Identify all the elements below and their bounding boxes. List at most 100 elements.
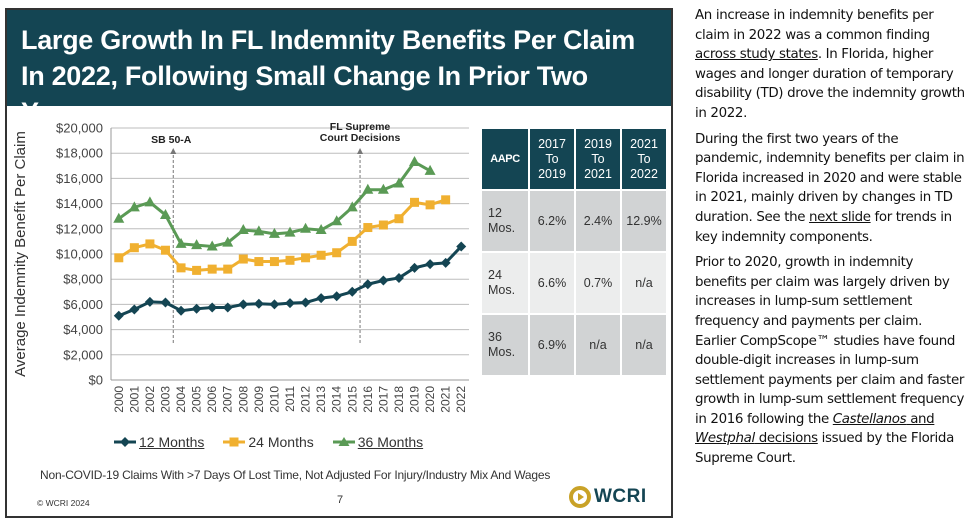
chart-legend: 12 Months 24 Months 36 Months (113, 434, 423, 450)
row-label-line: Mos. (488, 221, 516, 235)
wcri-logo: WCRI (569, 486, 647, 508)
row-label-line: Mos. (488, 283, 516, 297)
table-cell: 0.7% (576, 253, 620, 313)
text: . In Florida, higher wages and longer du… (695, 47, 965, 121)
header-line: 2017 (538, 136, 566, 151)
x-tick-label: 2009 (252, 386, 266, 413)
commentary-panel: An increase in indemnity benefits per cl… (695, 6, 965, 475)
data-point-triangle (315, 224, 327, 235)
data-point-square (176, 263, 186, 273)
data-point-square (207, 264, 217, 274)
next-slide-link[interactable]: next slide (809, 209, 871, 225)
table-cell: 2.4% (576, 191, 620, 251)
y-axis-title: Average Indemnity Benefit Per Claim (12, 131, 29, 377)
legend-label: 12 Months (139, 434, 205, 450)
data-point-square (160, 245, 170, 255)
data-point-diamond (285, 298, 295, 309)
y-tick-label: $18,000 (56, 146, 103, 161)
footnote: Non-COVID-19 Claims With >7 Days Of Lost… (40, 468, 551, 482)
table-cell: n/a (622, 315, 666, 375)
data-point-triangle (300, 222, 312, 233)
data-point-diamond (440, 257, 451, 268)
data-point-square (363, 223, 373, 233)
table-cell: 6.2% (530, 191, 574, 251)
legend-item-36-months[interactable]: 36 Months (332, 434, 423, 450)
data-point-triangle (268, 227, 280, 238)
data-point-square (441, 195, 451, 205)
table-row: 36 Mos. 6.9% n/a n/a (482, 315, 666, 375)
data-point-diamond (409, 262, 420, 273)
data-point-triangle (284, 226, 296, 237)
slide: Large Growth In FL Indemnity Benefits Pe… (5, 8, 673, 518)
slide-title: Large Growth In FL Indemnity Benefits Pe… (21, 25, 636, 127)
y-tick-label: $20,000 (56, 121, 103, 136)
header-line: 2022 (630, 166, 658, 181)
data-point-diamond (300, 297, 311, 308)
data-point-diamond (378, 275, 389, 286)
text: Prior to 2020, growth in indemnity benef… (695, 255, 965, 427)
text: Westphal (695, 431, 755, 447)
x-tick-label: 2008 (236, 386, 250, 413)
legend-item-12-months[interactable]: 12 Months (113, 434, 204, 450)
copyright: © WCRI 2024 (37, 498, 90, 508)
row-label-line: Mos. (488, 345, 516, 359)
court-decisions-link[interactable]: Castellanos and Westphal decisions (695, 411, 935, 447)
data-point-square (378, 220, 388, 230)
data-point-diamond (253, 298, 264, 309)
table-cell: 6.6% (530, 253, 574, 313)
table-header-col: 2017 To 2019 (530, 129, 574, 189)
data-point-square (114, 253, 124, 263)
x-tick-label: 2016 (361, 386, 375, 413)
data-point-square (192, 265, 202, 275)
line-chart: $0 $2,000 $4,000 $6,000 $8,000 $10,000 $12,000… (12, 121, 469, 413)
data-point-diamond (222, 302, 233, 313)
x-tick-label: 2012 (299, 386, 313, 413)
aapc-table: AAPC 2017 To 2019 2019 To 2021 2021 To 2022 12… (480, 127, 668, 377)
table-cell: n/a (622, 253, 666, 313)
data-point-diamond (456, 241, 467, 252)
data-point-diamond (144, 296, 155, 307)
data-point-diamond (129, 304, 140, 315)
text: issued by the Florida Supreme Court. (695, 431, 954, 467)
x-tick-label: 2005 (190, 386, 204, 413)
header-line: 2021 (630, 136, 658, 151)
table-cell: n/a (576, 315, 620, 375)
header-line: To (591, 151, 605, 166)
data-point-triangle (393, 177, 405, 188)
y-tick-label: $6,000 (63, 297, 103, 312)
y-tick-label: $12,000 (56, 221, 103, 236)
x-tick-label: 2014 (330, 386, 344, 413)
x-tick-label: 2000 (112, 386, 126, 413)
table-cell: 12.9% (622, 191, 666, 251)
data-point-square (145, 239, 155, 249)
text: Castellanos (832, 411, 907, 427)
across-study-states-link[interactable]: across study states (695, 47, 818, 63)
x-tick-label: 2013 (314, 386, 328, 413)
annotation-label: FL Supreme (330, 121, 391, 133)
y-tick-label: $4,000 (63, 322, 103, 337)
text: decisions (754, 431, 818, 447)
table-header-aapc: AAPC (482, 129, 528, 189)
x-tick-label: 2015 (345, 386, 359, 413)
table-header-col: 2019 To 2021 (576, 129, 620, 189)
annotation-arrow-icon (357, 148, 364, 154)
data-point-diamond (347, 286, 358, 297)
header-line: To (637, 151, 651, 166)
data-point-diamond (362, 279, 373, 290)
data-point-square (425, 200, 435, 210)
data-point-square (410, 197, 420, 207)
x-tick-label: 2006 (205, 386, 219, 413)
row-label-line: 12 (488, 206, 502, 220)
table-row: 12 Mos. 6.2% 2.4% 12.9% (482, 191, 666, 251)
legend-item-24-months[interactable]: 24 Months (222, 434, 314, 450)
x-tick-label: 2020 (423, 386, 437, 413)
triangle-marker-icon (332, 437, 355, 446)
data-point-square (285, 255, 295, 265)
x-tick-label: 2007 (221, 386, 235, 413)
data-point-triangle (253, 225, 265, 236)
data-point-diamond (393, 272, 404, 283)
data-point-diamond (269, 299, 280, 310)
commentary-paragraph: Prior to 2020, growth in indemnity benef… (695, 253, 965, 469)
row-label-line: 36 (488, 330, 502, 344)
x-tick-label: 2011 (283, 386, 297, 412)
